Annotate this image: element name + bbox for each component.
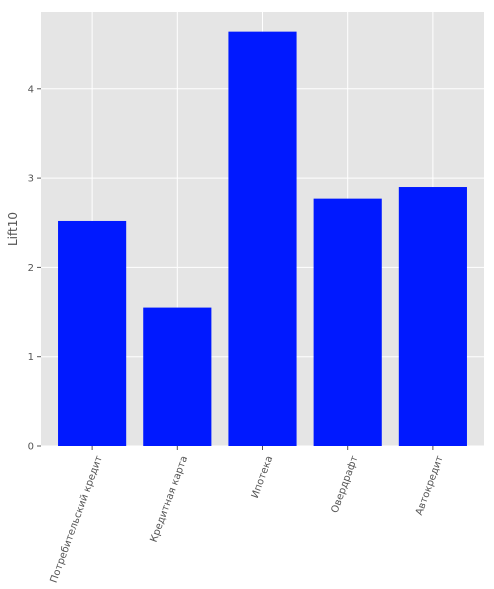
x-tick-label: Автокредит (414, 454, 446, 517)
bar (398, 187, 467, 446)
x-tick-label: Ипотека (250, 454, 275, 499)
y-tick-label: 3 (28, 174, 34, 185)
y-tick-label: 2 (28, 263, 34, 274)
bar (143, 307, 212, 446)
bars (58, 31, 467, 447)
bar (228, 31, 297, 447)
bar (58, 220, 127, 446)
y-axis-label: Lift10 (6, 212, 20, 246)
x-axis-ticks: Потребительский кредит Кредитная карта Ипо… (49, 446, 446, 585)
y-tick-label: 0 (28, 442, 34, 453)
bar (313, 198, 382, 446)
x-tick-label: Кредитная карта (149, 454, 191, 543)
x-tick-label: Овердрафт (330, 454, 361, 514)
x-tick-label: Потребительский кредит (49, 454, 105, 584)
y-axis-ticks: 0 1 2 3 4 (28, 84, 41, 453)
y-tick-label: 1 (28, 352, 34, 363)
y-tick-label: 4 (28, 84, 34, 95)
